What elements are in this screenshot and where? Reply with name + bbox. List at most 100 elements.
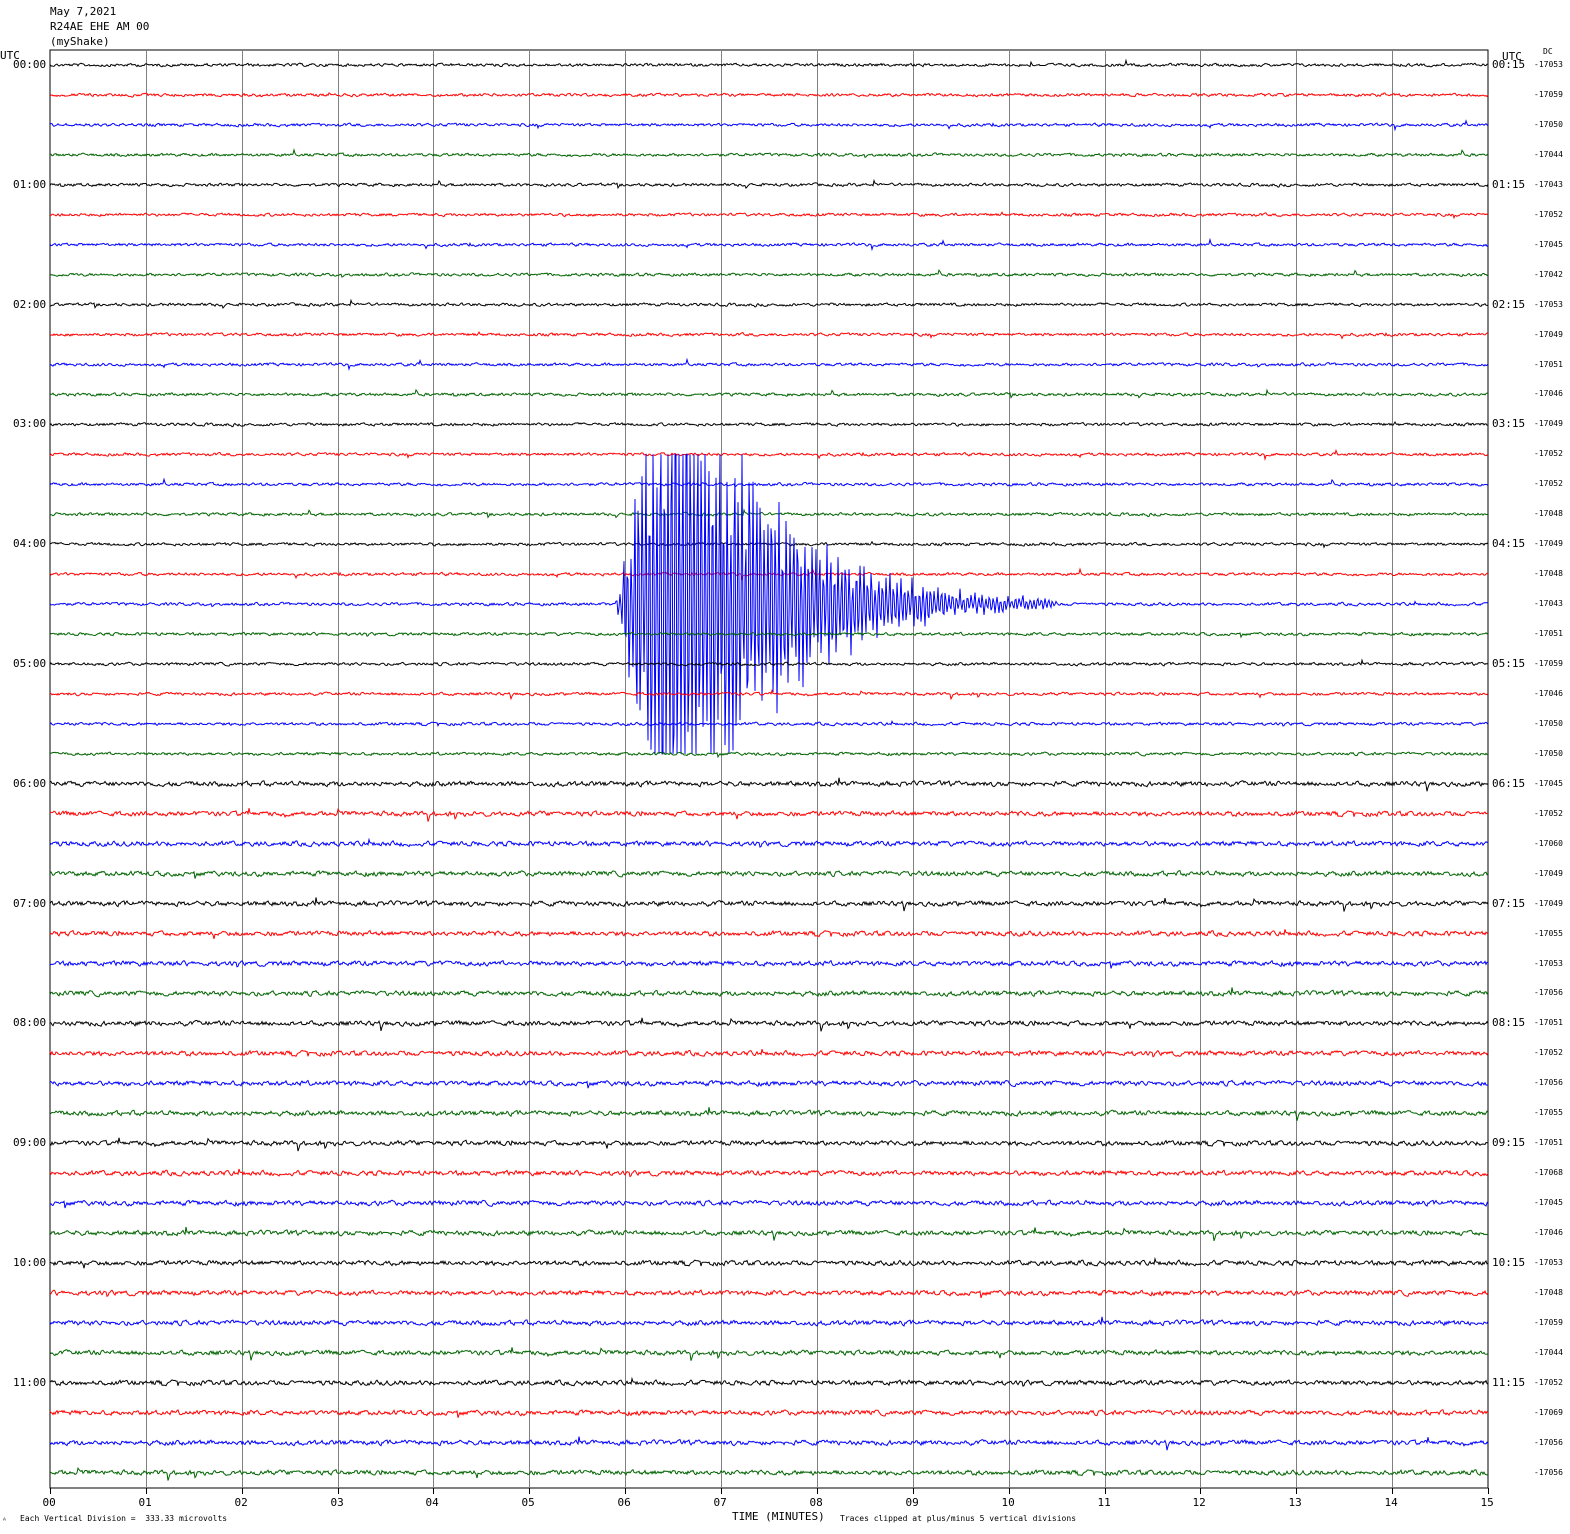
dc-offset-label: -17046 [1534,1228,1563,1238]
right-hour-label: 04:15 [1492,537,1526,551]
dc-offset-label: -17044 [1534,1347,1563,1357]
header-date: May 7,2021 [50,5,117,18]
left-hour-label: 11:00 [13,1375,47,1389]
dc-offset-label: -17045 [1534,778,1563,788]
seismic-trace [49,477,1489,488]
left-hour-label: 00:00 [13,58,47,71]
seismic-trace [49,777,1489,792]
dc-offset-label: -17055 [1534,1108,1563,1118]
dc-offset-label: -17045 [1534,1198,1563,1208]
dc-offset-label: -17046 [1534,389,1563,399]
x-tick-label: 13 [1288,1496,1302,1509]
dc-offset-label: -17051 [1534,1018,1563,1028]
x-tick-label: 11 [1097,1496,1111,1509]
seismic-trace [49,1316,1489,1327]
dc-offset-label: -17053 [1534,958,1563,968]
dc-offset-label: -17052 [1534,209,1563,219]
dc-offset-label: -17056 [1534,1078,1563,1088]
right-hour-label: 06:15 [1492,776,1526,790]
dc-offset-label: -17055 [1534,928,1563,938]
footer-logo-mark: ᴬ [2,1516,7,1525]
dc-offset-label: -17053 [1534,60,1563,69]
seismic-trace [49,751,1489,759]
x-tick-label: 14 [1384,1496,1398,1509]
right-hour-label: 03:15 [1492,417,1526,431]
seismic-trace [49,448,1489,461]
dc-offset-label: -17042 [1534,269,1563,279]
dc-offset-label: -17050 [1534,119,1563,129]
x-tick-label: 01 [138,1496,152,1509]
dc-offset-label: -17052 [1534,449,1563,459]
seismic-trace [49,1436,1489,1451]
seismic-trace [49,92,1489,98]
trace-group [49,58,1489,1481]
dc-offset-label: -17049 [1534,868,1563,878]
dc-offset-label: -17046 [1534,688,1563,698]
seismic-trace [49,1226,1489,1242]
left-hour-label: 03:00 [13,417,47,431]
left-hour-label: 09:00 [13,1136,47,1150]
right-hour-label: 09:15 [1492,1136,1526,1150]
right-hour-label: 01:15 [1492,177,1526,191]
seismic-trace [49,719,1489,728]
dc-offset-label: -17048 [1534,569,1563,579]
x-tick-label: 06 [617,1496,631,1509]
seismic-trace [49,1409,1489,1418]
x-tick-label: 07 [713,1496,727,1509]
x-tick-label: 00 [42,1496,56,1509]
seismic-trace [49,837,1489,848]
seismic-trace [49,388,1489,399]
x-tick-label: 02 [234,1496,248,1509]
vertical-division-note: Each Vertical Division = 333.33 microvol… [20,1514,228,1523]
x-tick-label: 03 [330,1496,344,1509]
left-hour-label: 02:00 [13,297,47,311]
dc-offset-label: -17052 [1534,808,1563,818]
dc-offset-label: -17045 [1534,239,1563,249]
seismic-trace [49,1376,1489,1387]
x-tick-label: 12 [1192,1496,1206,1509]
x-tick-label: 15 [1480,1496,1494,1509]
x-tick-label: 09 [905,1496,919,1509]
left-hour-label: 08:00 [13,1016,47,1030]
left-utc-label: UTC [0,49,20,62]
dc-offset-label: -17048 [1534,509,1563,519]
right-hour-label: 02:15 [1492,297,1526,311]
dc-offset-label: -17049 [1534,898,1563,908]
dc-offset-label: -17069 [1534,1407,1563,1417]
minute-grid [49,49,1489,1489]
seismic-trace [49,870,1489,879]
dc-offset-label: -17068 [1534,1168,1563,1178]
seismic-trace [49,1079,1488,1089]
dc-offset-label: -17049 [1534,539,1563,549]
seismic-trace [49,987,1489,998]
dc-offset-label: -17050 [1534,718,1563,728]
dc-offset-label: -17049 [1534,329,1563,339]
seismic-trace [49,929,1489,940]
right-hour-label: 05:15 [1492,657,1526,670]
seismic-trace [49,808,1489,822]
seismic-trace [49,1049,1489,1058]
dc-offset-label: -17059 [1534,1317,1563,1327]
clip-note: Traces clipped at plus/minus 5 vertical … [840,1514,1077,1523]
dc-offset-label: -17044 [1534,149,1563,159]
x-tick-label: 04 [425,1496,439,1509]
seismic-trace [50,211,1489,220]
header-network: (myShake) [50,35,110,48]
left-hour-label: 01:00 [13,177,47,191]
dc-offset-label: -17052 [1534,479,1563,489]
dc-offset-label: -17053 [1534,299,1563,309]
dc-offset-label: -17056 [1534,988,1563,998]
seismic-trace [49,147,1489,158]
dc-offset-label: -17059 [1534,89,1563,99]
dc-offset-label: -17051 [1534,359,1563,369]
seismic-trace [49,237,1488,252]
header-station: R24AE EHE AM 00 [50,20,150,33]
left-hour-label: 07:00 [13,896,47,910]
x-tick-label: 10 [1001,1496,1015,1509]
dc-offset-label: -17050 [1534,748,1563,758]
dc-offset-label: -17052 [1534,1048,1563,1058]
dc-offset-label: -17056 [1534,1467,1563,1477]
seismic-trace [49,540,1489,549]
seismic-trace [49,1168,1489,1178]
